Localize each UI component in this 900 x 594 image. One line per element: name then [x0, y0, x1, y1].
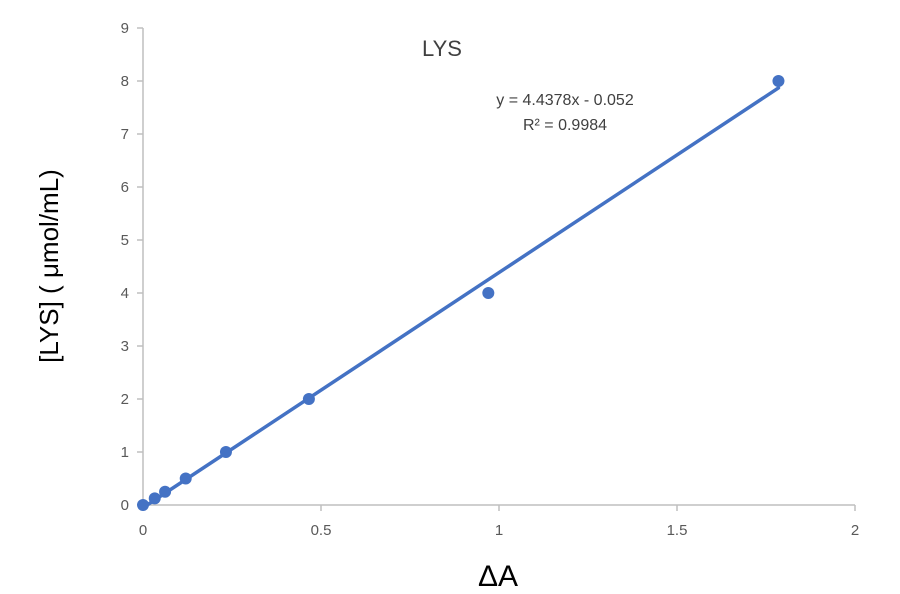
x-tick-label: 2	[851, 522, 859, 539]
trendline-equation: y = 4.4378x - 0.052	[496, 92, 634, 109]
y-tick-label: 9	[121, 20, 129, 37]
data-point	[148, 492, 161, 505]
y-tick-label: 4	[121, 285, 129, 302]
y-tick-label: 0	[121, 497, 129, 514]
y-tick-label: 5	[121, 232, 129, 249]
y-tick-label: 2	[121, 391, 129, 408]
data-points	[137, 75, 785, 511]
data-point	[179, 472, 192, 485]
y-tick-label: 3	[121, 338, 129, 355]
x-tick-label: 1	[495, 522, 503, 539]
x-ticks: 0 0.5 1 1.5 2	[139, 505, 859, 539]
data-point	[159, 485, 172, 498]
chart-title: LYS	[422, 36, 462, 61]
y-ticks: 0 1 2 3 4 5 6 7 8 9	[121, 20, 143, 514]
y-axis-title: [LYS] ( μmol/mL)	[34, 169, 64, 363]
data-point	[302, 393, 315, 405]
y-tick-label: 8	[121, 73, 129, 90]
data-point	[219, 446, 232, 458]
x-tick-label: 0	[139, 522, 147, 539]
x-tick-label: 0.5	[311, 522, 332, 539]
data-point	[137, 499, 149, 511]
data-point	[772, 75, 785, 87]
y-tick-label: 1	[121, 444, 129, 461]
trendline-r-squared: R² = 0.9984	[523, 117, 607, 134]
trendline	[141, 86, 781, 510]
x-axis-title: ΔA	[478, 560, 518, 593]
x-tick-label: 1.5	[667, 522, 688, 539]
y-tick-label: 7	[121, 126, 129, 143]
y-tick-label: 6	[121, 179, 129, 196]
data-point	[482, 287, 495, 299]
